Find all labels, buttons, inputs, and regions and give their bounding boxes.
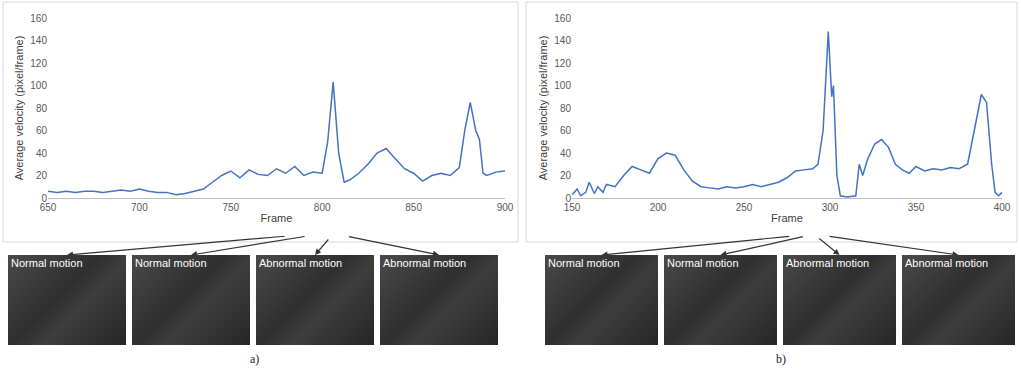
svg-text:120: 120 <box>30 58 47 69</box>
svg-text:20: 20 <box>36 170 48 181</box>
html-text:b): b) <box>776 352 786 366</box>
html-text:Normal motion: Normal motion <box>548 257 620 269</box>
svg-text:120: 120 <box>554 58 571 69</box>
svg-text:150: 150 <box>564 202 581 213</box>
html-text:Normal motion: Normal motion <box>135 257 207 269</box>
svg-text:850: 850 <box>405 202 422 213</box>
html-text:Abnormal motion: Abnormal motion <box>905 257 989 269</box>
svg-text:20: 20 <box>560 170 572 181</box>
svg-text:40: 40 <box>560 148 572 159</box>
svg-text:100: 100 <box>30 80 47 91</box>
svg-text:80: 80 <box>36 103 48 114</box>
svg-text:0: 0 <box>565 193 571 204</box>
svg-text:40: 40 <box>36 148 48 159</box>
html-text:Normal motion: Normal motion <box>667 257 739 269</box>
svg-text:Frame: Frame <box>771 212 803 224</box>
svg-text:160: 160 <box>30 13 47 24</box>
svg-text:Average velocity (pixel/frame): Average velocity (pixel/frame) <box>537 36 549 181</box>
svg-text:350: 350 <box>908 202 925 213</box>
svg-text:0: 0 <box>41 193 47 204</box>
svg-text:650: 650 <box>40 202 57 213</box>
svg-text:140: 140 <box>30 35 47 46</box>
svg-text:700: 700 <box>131 202 148 213</box>
svg-text:60: 60 <box>560 125 572 136</box>
svg-text:140: 140 <box>554 35 571 46</box>
svg-text:400: 400 <box>994 202 1011 213</box>
svg-text:Average velocity (pixel/frame): Average velocity (pixel/frame) <box>13 36 25 181</box>
svg-text:100: 100 <box>554 80 571 91</box>
svg-text:200: 200 <box>650 202 667 213</box>
svg-text:750: 750 <box>222 202 239 213</box>
svg-text:800: 800 <box>314 202 331 213</box>
html-text:Abnormal motion: Abnormal motion <box>786 257 870 269</box>
svg-text:80: 80 <box>560 103 572 114</box>
svg-text:300: 300 <box>822 202 839 213</box>
svg-text:900: 900 <box>497 202 514 213</box>
html-text:Abnormal motion: Abnormal motion <box>259 257 343 269</box>
svg-text:250: 250 <box>736 202 753 213</box>
svg-text:60: 60 <box>36 125 48 136</box>
html-text:Normal motion: Normal motion <box>11 257 83 269</box>
html-text:Abnormal motion: Abnormal motion <box>383 257 467 269</box>
html-text:a): a) <box>250 352 260 366</box>
svg-text:160: 160 <box>554 13 571 24</box>
svg-text:Frame: Frame <box>261 212 293 224</box>
